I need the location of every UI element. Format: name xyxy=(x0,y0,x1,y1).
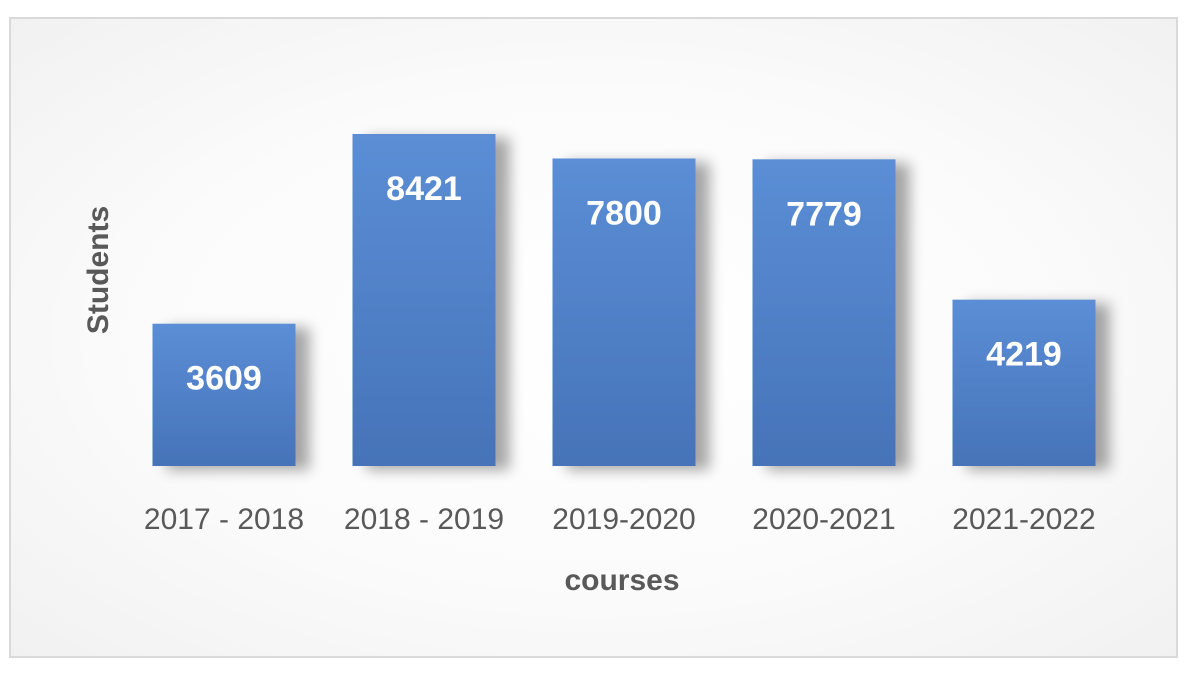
data-label-1: 8421 xyxy=(386,170,462,208)
x-tick-label-4: 2021-2022 xyxy=(952,503,1095,536)
data-label-0: 3609 xyxy=(186,360,262,398)
bar-0 xyxy=(152,323,296,466)
x-tick-label-2: 2019-2020 xyxy=(552,503,695,536)
data-label-2: 7800 xyxy=(586,194,662,232)
y-axis-title: Students xyxy=(82,206,115,334)
data-label-3: 7779 xyxy=(786,195,862,233)
bar-4 xyxy=(952,299,1096,466)
bar-1 xyxy=(352,134,496,466)
x-tick-labels: 2017 - 2018 2018 - 2019 2019-2020 2020-2021… xyxy=(144,503,1096,536)
bars-layer xyxy=(152,134,1096,466)
x-tick-label-0: 2017 - 2018 xyxy=(144,503,304,536)
data-labels-layer: 3609 8421 7800 7779 4219 xyxy=(186,170,1062,398)
x-axis-title: courses xyxy=(564,564,679,597)
x-tick-label-1: 2018 - 2019 xyxy=(344,503,504,536)
data-label-4: 4219 xyxy=(986,336,1062,374)
bar-3 xyxy=(752,159,896,466)
x-tick-label-3: 2020-2021 xyxy=(752,503,895,536)
bar-2 xyxy=(552,158,696,466)
